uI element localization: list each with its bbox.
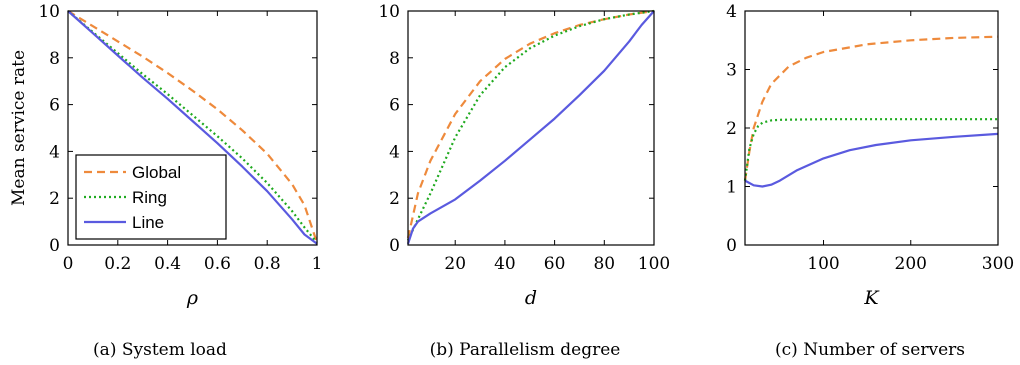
legend-box [75, 154, 227, 240]
series-line-global [67, 10, 319, 244]
legend: Global Ring Line [75, 154, 227, 240]
y-tick-label: 8 [389, 49, 400, 69]
y-tick-label: 2 [389, 189, 400, 209]
y-tick-label: 2 [49, 189, 60, 209]
x-tick-label: 80 [593, 254, 615, 274]
plot-frame [744, 10, 999, 246]
y-tick-label: 4 [726, 2, 737, 22]
y-tick-label: 6 [389, 96, 400, 116]
y-tick-label: 0 [49, 236, 60, 256]
x-tick-label: 1 [312, 254, 323, 274]
y-tick-label: 10 [378, 2, 400, 22]
x-tick-label: 0 [63, 254, 74, 274]
panel-caption: (a) System load [93, 340, 227, 360]
legend-label-global: Global [132, 163, 181, 182]
x-tick-label: 0.2 [104, 254, 131, 274]
panel-caption: (c) Number of servers [775, 340, 965, 360]
plot-frame [67, 10, 318, 246]
series-line-global [743, 35, 999, 181]
series-line-line [406, 10, 655, 245]
y-axis-label: Mean service rate [9, 50, 29, 206]
series-line-line [744, 132, 999, 188]
x-tick-label: 300 [982, 254, 1014, 274]
y-tick-label: 4 [49, 142, 60, 162]
chart-panel-2: 100 200 300 0 1 2 3 4 K (c) Number of servers [726, 2, 1014, 360]
x-tick-label: 0.4 [154, 254, 181, 274]
x-axis-label: K [863, 287, 880, 309]
series-line-ring [407, 9, 655, 241]
x-tick-label: 200 [895, 254, 927, 274]
y-tick-label: 6 [49, 96, 60, 116]
x-tick-label: 20 [444, 254, 466, 274]
x-tick-label: 100 [807, 254, 839, 274]
x-tick-label: 100 [638, 254, 670, 274]
series-line-ring [743, 118, 998, 181]
x-tick-label: 0.6 [204, 254, 231, 274]
x-axis-label: d [525, 287, 537, 309]
y-tick-label: 10 [38, 2, 60, 22]
x-tick-label: 60 [544, 254, 566, 274]
legend-label-line: Line [132, 213, 164, 232]
series-line-global [406, 9, 655, 239]
legend-label-ring: Ring [132, 188, 167, 207]
series-line-line [67, 10, 318, 245]
y-tick-label: 4 [389, 142, 400, 162]
y-tick-label: 3 [726, 61, 737, 81]
y-tick-label: 0 [389, 236, 400, 256]
y-tick-label: 0 [726, 236, 737, 256]
panel-caption: (b) Parallelism degree [430, 340, 621, 360]
x-tick-label: 40 [494, 254, 516, 274]
y-tick-label: 1 [726, 178, 737, 198]
chart-panel-1: 20 40 60 80 100 0 2 4 6 8 10 d (b) Parallelism degre… [378, 2, 670, 360]
x-axis-label: ρ [186, 287, 199, 309]
y-tick-label: 8 [49, 49, 60, 69]
x-tick-label: 0.8 [254, 254, 281, 274]
y-tick-label: 2 [726, 119, 737, 139]
plot-frame [407, 10, 655, 246]
